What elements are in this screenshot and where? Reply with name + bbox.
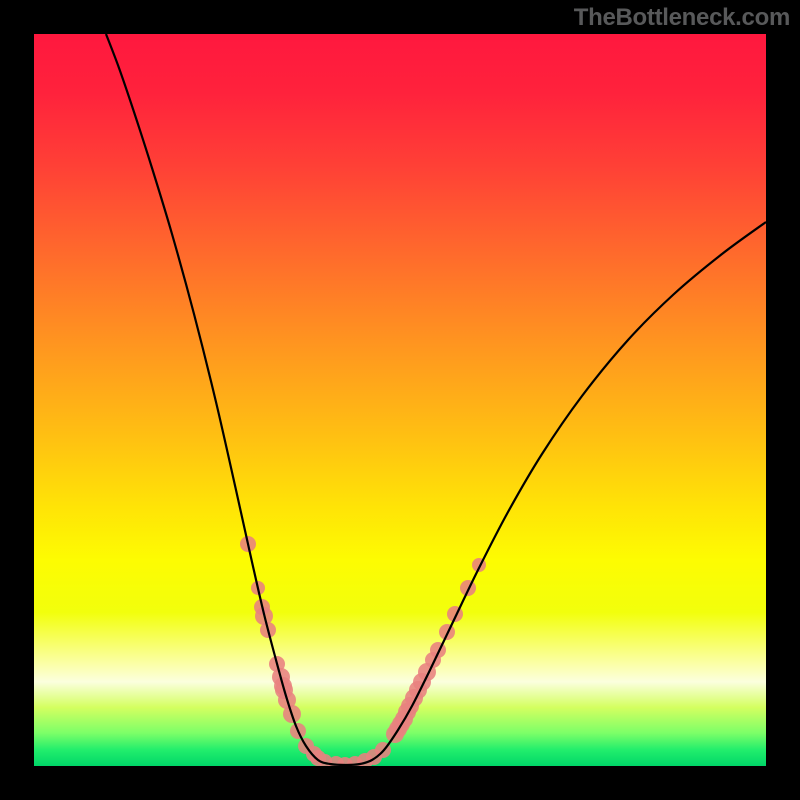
chart-plot-area xyxy=(34,34,766,766)
chart-svg xyxy=(34,34,766,766)
chart-frame: TheBottleneck.com xyxy=(0,0,800,800)
watermark-text: TheBottleneck.com xyxy=(574,4,790,32)
